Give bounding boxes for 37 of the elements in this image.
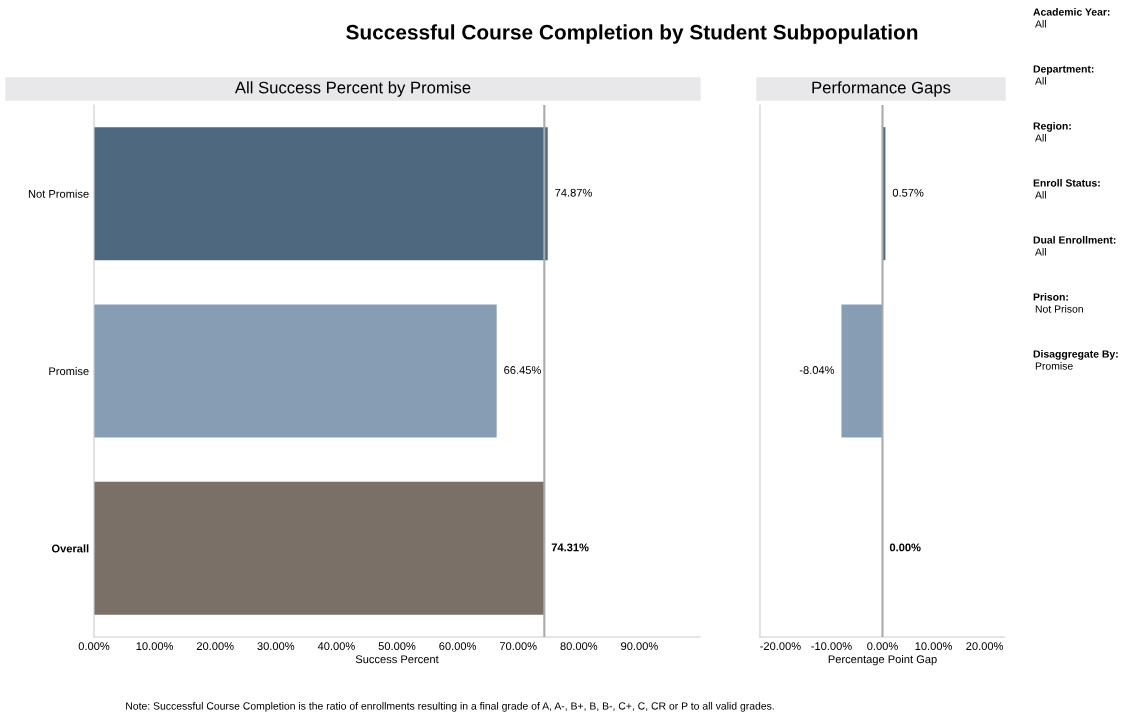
text: Enroll Status: All (1033, 179, 1100, 199)
x-tick-label: 40.00% (317, 642, 355, 651)
chart-title: All Success Percent by Promise (234, 81, 471, 97)
x-tick-label: 10.00% (915, 642, 952, 651)
text: Region: All (1033, 122, 1071, 142)
x-tick-label: 30.00% (257, 642, 295, 651)
x-axis-title: Percentage Point Gap (828, 655, 937, 666)
chart-title: Performance Gaps (812, 81, 951, 97)
x-tick-label: -10.00% (811, 642, 852, 651)
x-tick-label: 80.00% (560, 642, 598, 651)
x-tick-label: 50.00% (378, 642, 416, 651)
text: Department: All (1033, 65, 1094, 85)
x-tick-label: -20.00% (760, 642, 801, 651)
y-tick-label: Not Promise (28, 189, 89, 198)
x-tick-label: 0.00% (78, 642, 110, 651)
text: Successful Course Completion by Student Subpopulation (346, 24, 918, 44)
data-label: -8.04% (799, 366, 835, 374)
data-label: 66.45% (504, 366, 541, 374)
x-tick-label: 20.00% (966, 642, 1004, 651)
data-label: 74.31% (551, 543, 589, 552)
text: Dual Enrollment: All (1033, 236, 1116, 256)
text: Academic Year: All (1033, 8, 1110, 28)
data-label: 74.87% (555, 188, 592, 197)
data-label: 0.57% (892, 188, 924, 197)
text: Disaggregate By: Promise (1033, 350, 1118, 370)
y-tick-label: Overall (51, 544, 89, 553)
y-tick-label: Promise (49, 366, 89, 376)
text: Prison: Not Prison (1033, 293, 1083, 313)
x-tick-label: 10.00% (136, 642, 174, 651)
text: Note: Successful Course Completion is the ratio of enrollments resulting in a final grade of A, A-, B+, B, B-, C+, C, CR or P to all valid grades. (126, 702, 774, 712)
x-tick-label: 0.00% (867, 642, 898, 651)
x-tick-label: 60.00% (439, 642, 477, 651)
x-tick-label: 20.00% (196, 642, 234, 651)
x-tick-label: 90.00% (621, 642, 658, 651)
data-label: 0.00% (889, 543, 921, 552)
x-tick-label: 70.00% (499, 642, 537, 651)
x-axis-title: Success Percent (355, 655, 439, 664)
